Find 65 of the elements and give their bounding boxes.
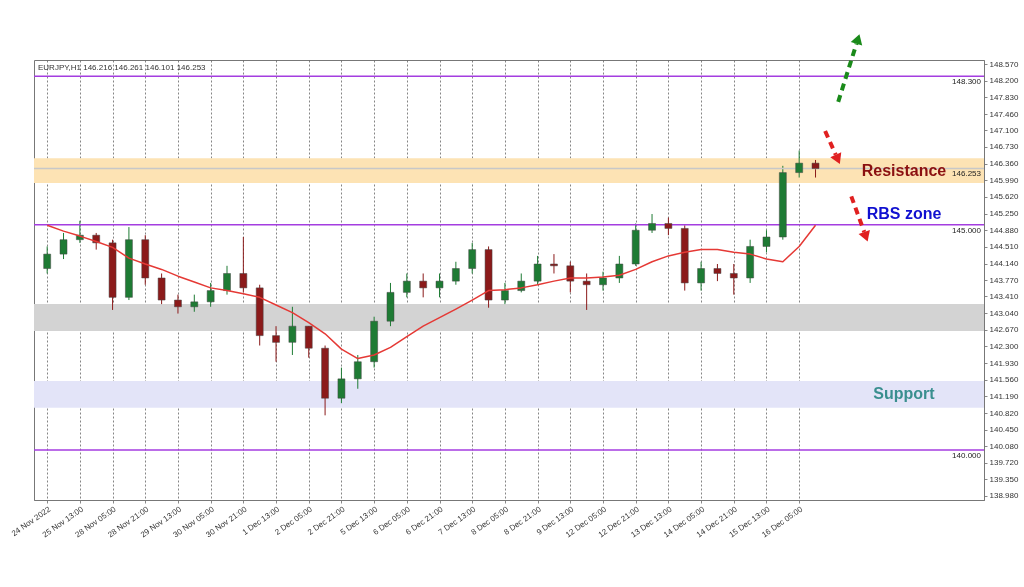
candlestick xyxy=(403,272,411,298)
candlestick xyxy=(272,325,280,363)
candlestick xyxy=(206,282,215,308)
candlestick xyxy=(730,263,738,296)
y-tick-label: 146.730 xyxy=(989,142,1019,152)
candlestick xyxy=(762,229,771,253)
y-tick-label: 144.140 xyxy=(989,259,1019,269)
y-tick-label: 147.100 xyxy=(989,125,1019,135)
candlestick xyxy=(501,282,509,305)
y-tick-label: 143.770 xyxy=(989,275,1019,285)
y-tick-label: 145.990 xyxy=(989,175,1019,185)
y-tick-label: 139.350 xyxy=(989,474,1019,484)
candlestick xyxy=(43,245,51,274)
y-tick-label: 140.080 xyxy=(989,441,1019,451)
band-label: Resistance xyxy=(861,161,947,179)
candlestick xyxy=(304,325,313,359)
candlestick xyxy=(697,261,705,292)
y-tick-label: 144.880 xyxy=(989,225,1019,235)
band-label: Support xyxy=(873,385,936,403)
annotation: EURJPY,H1 146.216 146.261 146.101 146.253 xyxy=(38,63,207,72)
y-tick-label: 144.510 xyxy=(989,242,1019,252)
ref-line-label: 140.000 xyxy=(952,451,982,461)
candlestick xyxy=(582,272,591,311)
y-tick-label: 142.300 xyxy=(989,341,1019,351)
y-tick-label: 138.980 xyxy=(989,491,1019,501)
y-tick-label: 143.040 xyxy=(989,308,1019,318)
y-tick-label: 141.190 xyxy=(989,391,1019,401)
y-tick-label: 139.720 xyxy=(989,458,1019,468)
candlestick xyxy=(648,213,656,234)
candlestick xyxy=(419,272,427,298)
candlestick xyxy=(59,232,68,260)
candlestick xyxy=(288,306,297,356)
candlestick xyxy=(533,255,542,286)
annotation: RBS zone xyxy=(866,204,942,222)
y-tick-label: 148.570 xyxy=(989,59,1019,69)
ref-line-label: 146.253 xyxy=(952,169,982,179)
ref-line-label: 148.300 xyxy=(952,77,982,87)
y-tick-label: 148.200 xyxy=(989,76,1019,86)
y-tick-label: 147.460 xyxy=(989,109,1019,119)
y-tick-label: 145.620 xyxy=(989,192,1019,202)
candlestick xyxy=(435,272,444,298)
candlestick xyxy=(550,253,558,274)
y-tick-label: 143.410 xyxy=(989,291,1019,301)
y-tick-label: 146.360 xyxy=(989,159,1019,169)
line-series xyxy=(46,224,817,360)
y-tick-label: 147.830 xyxy=(989,92,1019,102)
candlestick xyxy=(599,271,607,292)
y-tick-label: 141.560 xyxy=(989,375,1019,385)
candlestick xyxy=(615,255,624,284)
candlestick xyxy=(337,367,346,404)
candlestick xyxy=(223,265,231,296)
candlestick xyxy=(157,272,166,305)
candlestick xyxy=(239,236,248,293)
candlestick xyxy=(174,294,182,315)
candlestick xyxy=(795,150,803,179)
candlestick xyxy=(452,261,460,286)
y-tick-label: 142.670 xyxy=(989,325,1019,335)
candlestick xyxy=(354,354,362,390)
ref-line-label: 145.000 xyxy=(952,225,982,235)
candlestick xyxy=(566,261,575,293)
candlestick xyxy=(468,242,476,274)
y-tick-label: 140.820 xyxy=(989,408,1019,418)
y-tick-label: 141.930 xyxy=(989,358,1019,368)
y-tick-label: 140.450 xyxy=(989,425,1019,435)
y-tick-label: 145.250 xyxy=(989,209,1019,219)
